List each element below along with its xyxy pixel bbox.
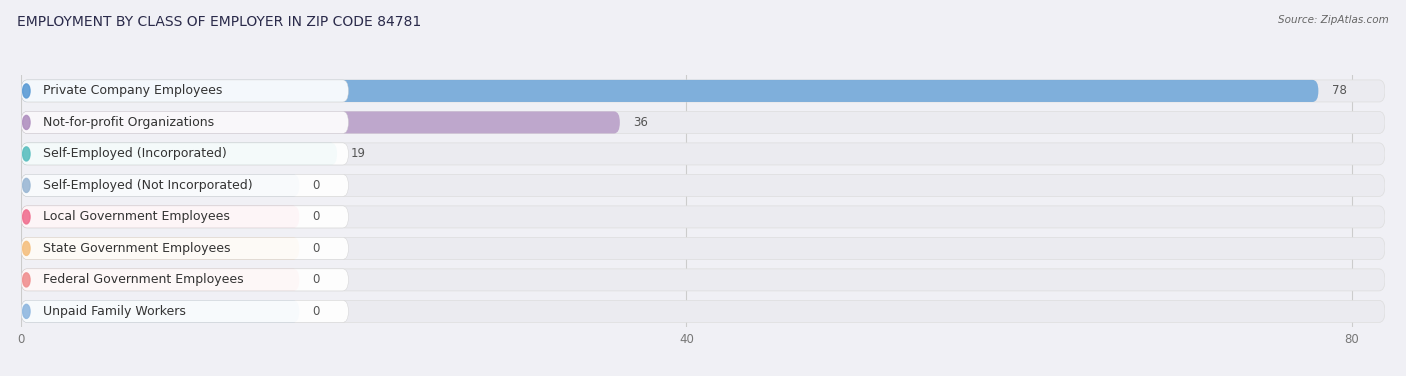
FancyBboxPatch shape	[21, 174, 1385, 196]
Circle shape	[22, 84, 30, 98]
FancyBboxPatch shape	[21, 143, 349, 165]
Text: State Government Employees: State Government Employees	[44, 242, 231, 255]
FancyBboxPatch shape	[21, 80, 1319, 102]
Circle shape	[22, 178, 30, 193]
Circle shape	[22, 147, 30, 161]
FancyBboxPatch shape	[21, 174, 299, 196]
Text: 0: 0	[312, 179, 321, 192]
FancyBboxPatch shape	[21, 174, 349, 196]
FancyBboxPatch shape	[21, 300, 349, 322]
Text: 0: 0	[312, 211, 321, 223]
FancyBboxPatch shape	[21, 111, 1385, 133]
Text: Not-for-profit Organizations: Not-for-profit Organizations	[44, 116, 215, 129]
FancyBboxPatch shape	[21, 237, 299, 259]
Text: Self-Employed (Not Incorporated): Self-Employed (Not Incorporated)	[44, 179, 253, 192]
Text: Federal Government Employees: Federal Government Employees	[44, 273, 245, 287]
FancyBboxPatch shape	[21, 237, 349, 259]
Circle shape	[22, 273, 30, 287]
Circle shape	[22, 115, 30, 129]
Circle shape	[22, 304, 30, 318]
FancyBboxPatch shape	[21, 300, 1385, 322]
FancyBboxPatch shape	[21, 111, 349, 133]
Text: 0: 0	[312, 305, 321, 318]
Text: Private Company Employees: Private Company Employees	[44, 85, 222, 97]
FancyBboxPatch shape	[21, 269, 1385, 291]
FancyBboxPatch shape	[21, 206, 1385, 228]
FancyBboxPatch shape	[21, 80, 349, 102]
FancyBboxPatch shape	[21, 143, 1385, 165]
FancyBboxPatch shape	[21, 237, 1385, 259]
Text: Source: ZipAtlas.com: Source: ZipAtlas.com	[1278, 15, 1389, 25]
Circle shape	[22, 210, 30, 224]
Text: 0: 0	[312, 242, 321, 255]
Text: EMPLOYMENT BY CLASS OF EMPLOYER IN ZIP CODE 84781: EMPLOYMENT BY CLASS OF EMPLOYER IN ZIP C…	[17, 15, 422, 29]
FancyBboxPatch shape	[21, 111, 620, 133]
Text: 19: 19	[350, 147, 366, 161]
Text: 0: 0	[312, 273, 321, 287]
Text: 78: 78	[1331, 85, 1347, 97]
Text: 36: 36	[633, 116, 648, 129]
FancyBboxPatch shape	[21, 269, 349, 291]
FancyBboxPatch shape	[21, 80, 1385, 102]
FancyBboxPatch shape	[21, 269, 299, 291]
FancyBboxPatch shape	[21, 206, 299, 228]
Circle shape	[22, 241, 30, 255]
Text: Local Government Employees: Local Government Employees	[44, 211, 231, 223]
FancyBboxPatch shape	[21, 143, 337, 165]
FancyBboxPatch shape	[21, 300, 299, 322]
FancyBboxPatch shape	[21, 206, 349, 228]
Text: Self-Employed (Incorporated): Self-Employed (Incorporated)	[44, 147, 228, 161]
Text: Unpaid Family Workers: Unpaid Family Workers	[44, 305, 186, 318]
